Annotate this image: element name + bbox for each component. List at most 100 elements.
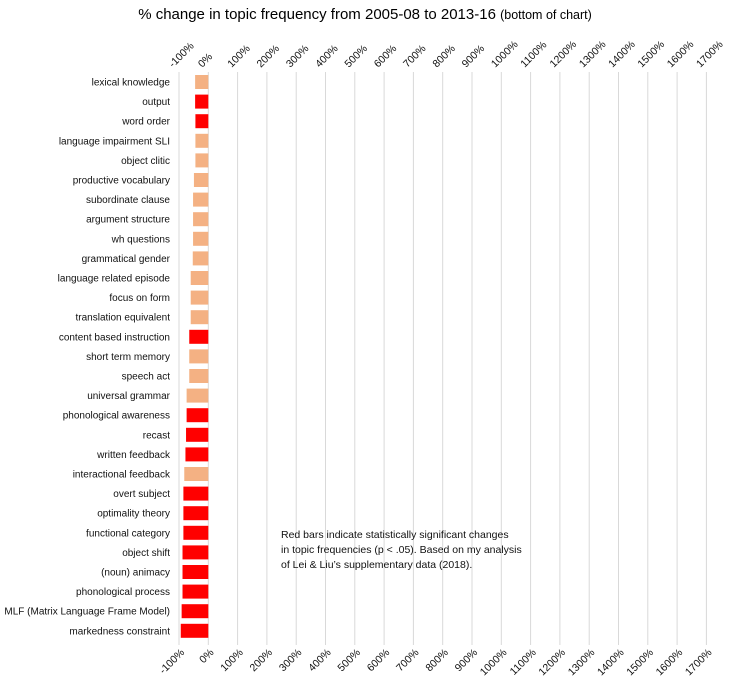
bar	[195, 75, 209, 89]
x-tick-label-bottom: 700%	[394, 647, 421, 674]
x-tick-label-bottom: 1000%	[478, 647, 510, 679]
bar	[193, 231, 209, 246]
bar	[184, 467, 209, 481]
x-tick-label-top: -100%	[167, 40, 197, 70]
x-tick-label-bottom: 1500%	[624, 647, 656, 679]
category-label: phonological awareness	[63, 411, 170, 422]
annotation-line: in topic frequencies (p < .05). Based on…	[281, 544, 522, 556]
x-tick-label-bottom: 500%	[335, 647, 362, 674]
category-label: output	[142, 97, 170, 108]
x-tick-label-bottom: 1700%	[683, 647, 715, 679]
x-tick-label-top: 500%	[342, 43, 369, 70]
x-tick-label-bottom: 200%	[248, 647, 275, 674]
bar	[193, 173, 209, 187]
x-tick-label-top: 200%	[255, 43, 282, 70]
x-tick-label-top: 300%	[284, 43, 311, 70]
bar	[193, 212, 209, 227]
x-tick-label-top: 1200%	[548, 39, 580, 71]
category-label: short term memory	[86, 352, 170, 363]
category-label: written feedback	[96, 450, 171, 461]
bar	[189, 349, 209, 364]
x-tick-label-top: 100%	[225, 43, 252, 70]
bar	[195, 153, 209, 168]
title-text: % change in topic frequency from 2005-08…	[138, 6, 496, 23]
category-label: focus on form	[109, 293, 170, 304]
category-label: argument structure	[86, 215, 170, 226]
x-tick-label-top: 700%	[401, 43, 428, 70]
bar	[189, 329, 209, 344]
category-label: grammatical gender	[82, 254, 171, 265]
category-label: wh questions	[111, 234, 170, 245]
category-label: functional category	[86, 528, 170, 539]
bar	[186, 388, 209, 403]
x-tick-label-top: 600%	[372, 43, 399, 70]
category-label: translation equivalent	[75, 313, 170, 324]
x-tick-label-bottom: 800%	[423, 647, 450, 674]
category-label: lexical knowledge	[92, 78, 171, 89]
bar	[182, 545, 209, 560]
x-tick-label-top: 800%	[430, 43, 457, 70]
bar	[192, 251, 209, 266]
category-label: optimality theory	[97, 509, 170, 520]
category-label: markedness constraint	[69, 626, 170, 637]
x-tick-label-top: 900%	[460, 43, 487, 70]
x-tick-label-bottom: 100%	[218, 647, 245, 674]
category-label: object shift	[122, 548, 170, 559]
category-label: universal grammar	[87, 391, 170, 402]
x-tick-label-top: 1300%	[577, 39, 609, 71]
category-label: speech act	[122, 372, 171, 383]
bar	[183, 525, 209, 540]
x-tick-label-bottom: 1200%	[536, 647, 568, 679]
bar	[195, 133, 209, 148]
x-tick-label-bottom: 600%	[365, 647, 392, 674]
category-label: content based instruction	[59, 332, 170, 343]
bar	[195, 94, 209, 109]
x-tick-label-top: 1000%	[489, 39, 521, 71]
x-tick-label-bottom: 900%	[453, 647, 480, 674]
x-tick-label-bottom: 1400%	[595, 647, 627, 679]
x-tick-label-top: 1100%	[518, 39, 549, 70]
category-label: interactional feedback	[73, 470, 171, 481]
x-tick-label-top: 1400%	[606, 39, 638, 71]
x-tick-label-bottom: 300%	[277, 647, 304, 674]
category-label: productive vocabulary	[73, 176, 170, 187]
annotation-line: of Lei & Liu’s supplementary data (2018)…	[281, 559, 473, 571]
category-label: language related episode	[58, 274, 171, 285]
bar	[190, 271, 209, 285]
bar	[183, 506, 209, 521]
x-tick-label-top: 0%	[196, 51, 215, 70]
x-tick-label-bottom: 1300%	[566, 647, 598, 679]
x-tick-label-bottom: 1100%	[508, 647, 539, 678]
category-label: language impairment SLI	[59, 136, 170, 147]
bar	[195, 114, 209, 129]
bar	[190, 310, 209, 325]
bar	[186, 408, 209, 423]
bar	[180, 623, 209, 638]
bar	[193, 192, 209, 207]
category-label: MLF (Matrix Language Frame Model)	[4, 607, 170, 618]
x-tick-label-bottom: 0%	[197, 647, 216, 666]
chart-title: % change in topic frequency from 2005-08…	[0, 6, 730, 23]
x-tick-label-top: 1700%	[694, 39, 726, 71]
bar	[189, 369, 209, 383]
category-label: subordinate clause	[86, 195, 170, 206]
x-tick-label-bottom: -100%	[157, 647, 187, 677]
category-label: word order	[121, 117, 170, 128]
category-label: recast	[143, 430, 170, 441]
bar	[183, 486, 209, 501]
annotation: Red bars indicate statistically signific…	[281, 528, 541, 573]
x-tick-label-bottom: 1600%	[654, 647, 686, 679]
x-tick-label-top: 1500%	[635, 39, 667, 71]
bar	[186, 427, 209, 442]
category-label: overt subject	[113, 489, 170, 500]
bar	[181, 604, 209, 619]
bar	[185, 447, 209, 462]
x-tick-label-bottom: 400%	[306, 647, 333, 674]
bar	[190, 290, 209, 305]
category-label: (noun) animacy	[101, 568, 170, 579]
x-tick-label-top: 1600%	[665, 39, 697, 71]
bar	[182, 565, 209, 579]
title-note: (bottom of chart)	[500, 8, 592, 22]
